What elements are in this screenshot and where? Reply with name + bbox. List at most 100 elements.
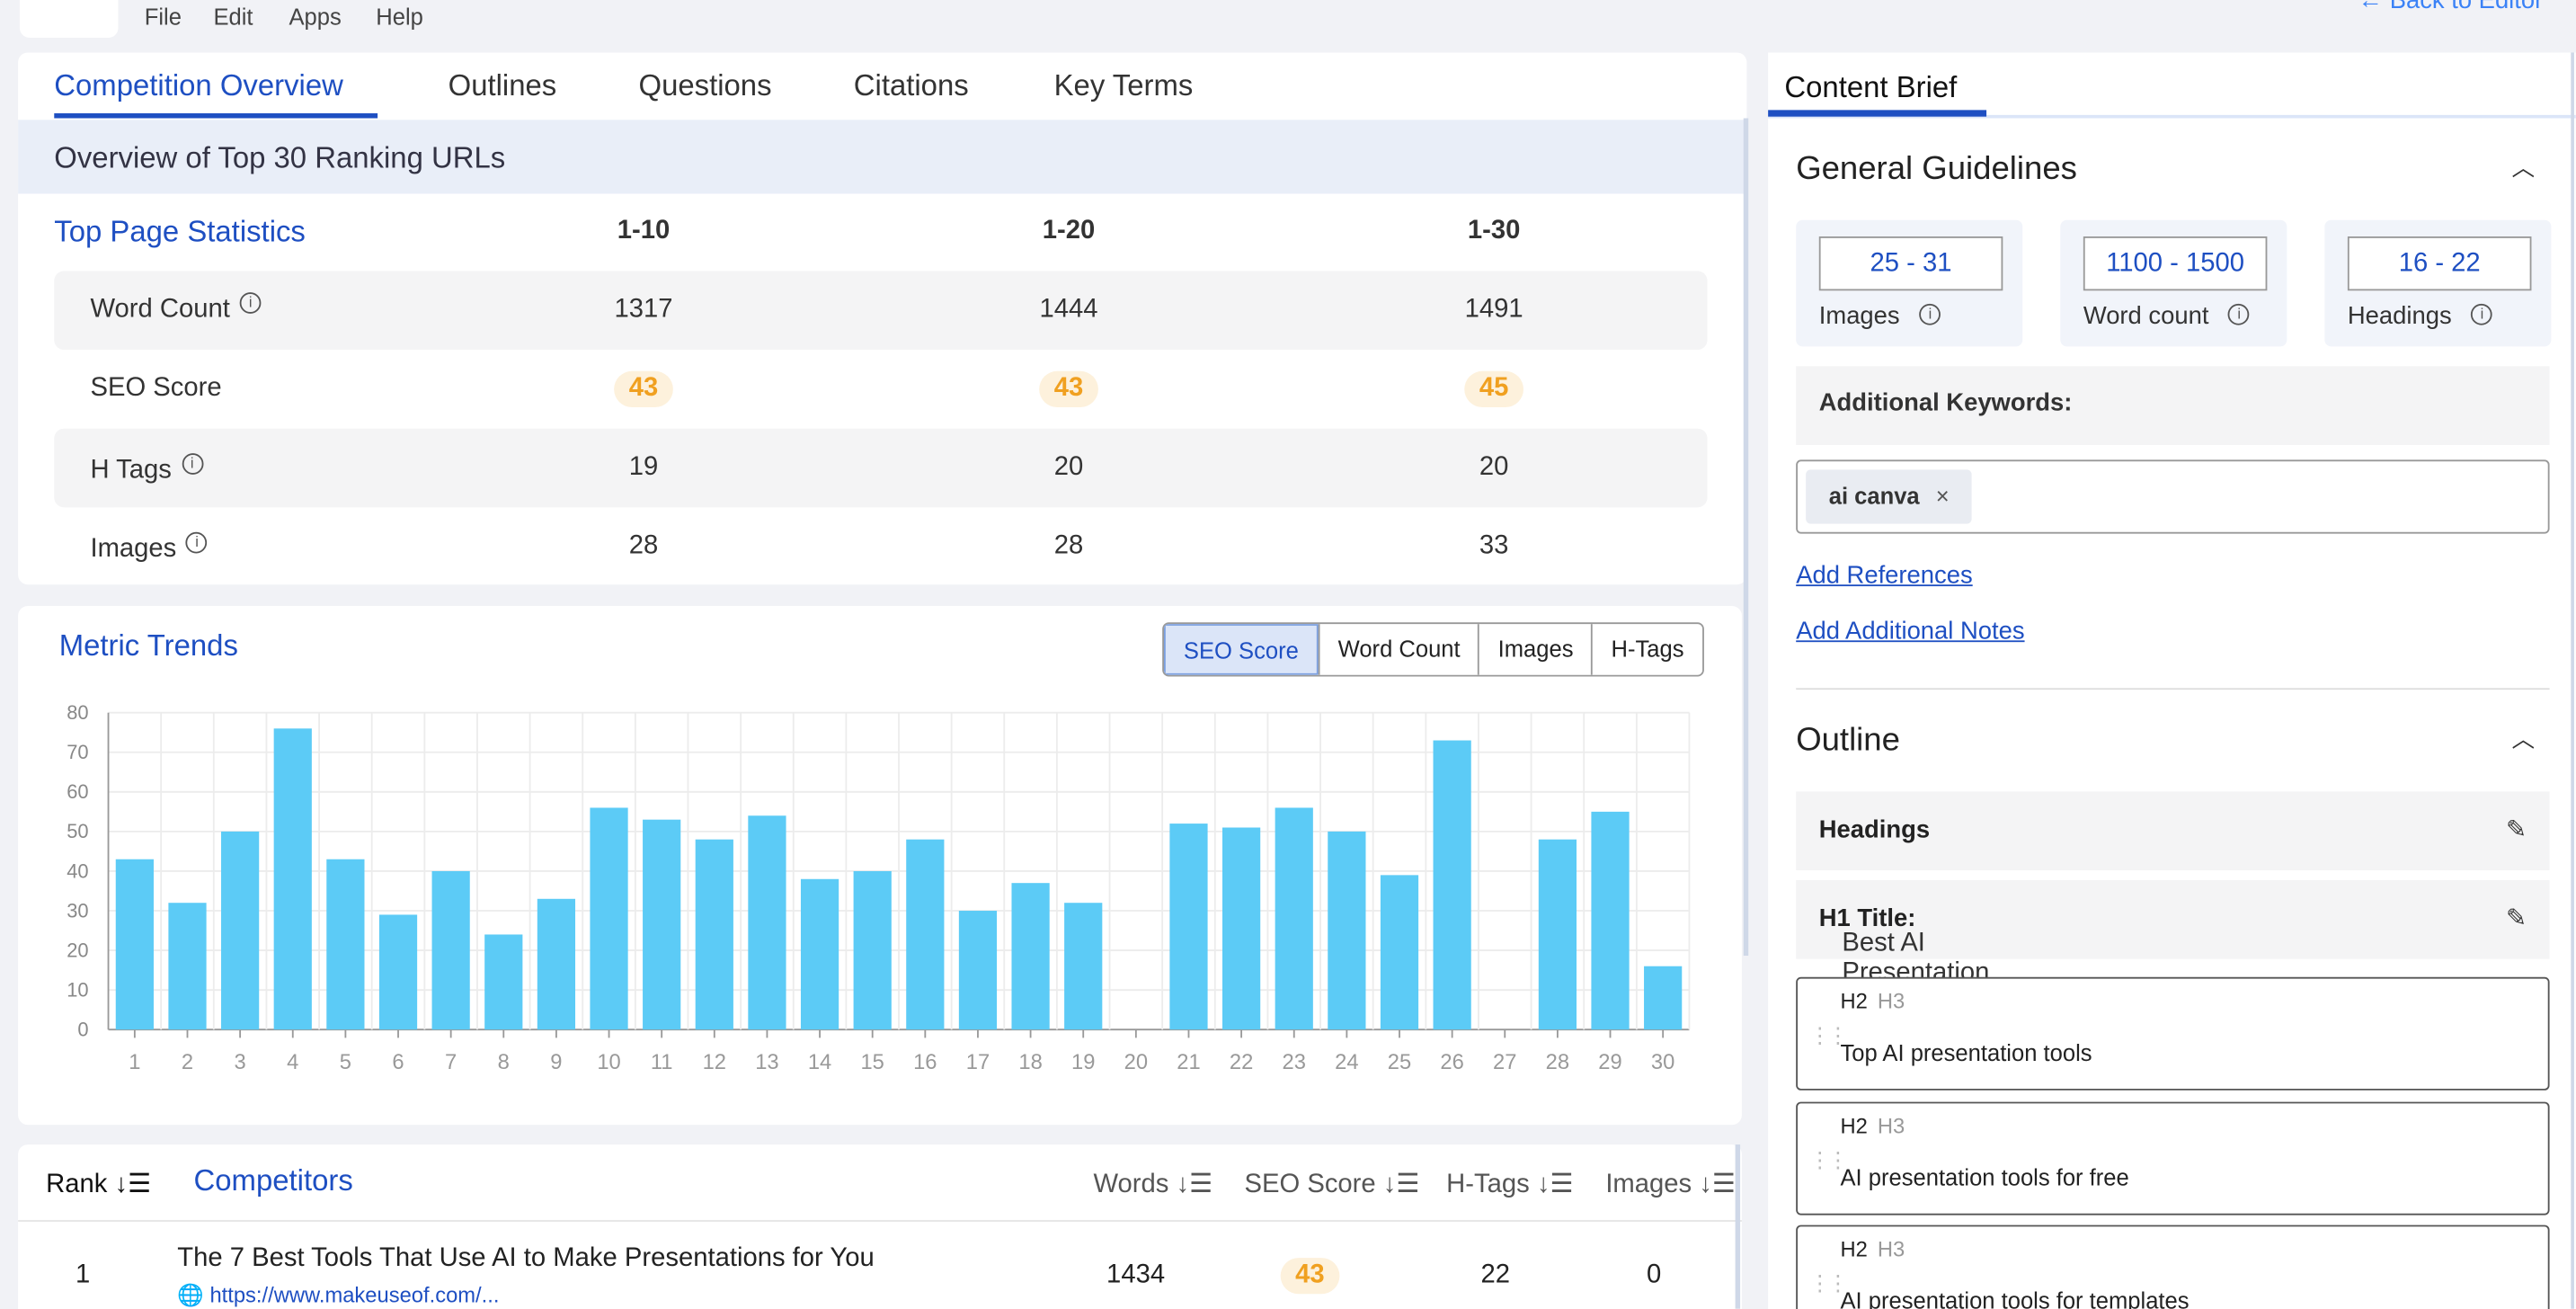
chart-bar bbox=[906, 839, 945, 1030]
info-icon[interactable]: i bbox=[181, 453, 203, 475]
x-tick-label: 14 bbox=[808, 1051, 831, 1074]
top-page-statistics-title: Top Page Statistics bbox=[54, 215, 306, 248]
chevron-up-icon[interactable]: ︿ bbox=[2511, 154, 2536, 181]
outline-heading-item[interactable]: ⋮⋮ H2 H3 AI presentation tools for templa… bbox=[1796, 1224, 2550, 1309]
tab-key-terms[interactable]: Key Terms bbox=[1053, 68, 1194, 102]
edit-icon[interactable]: ✎ bbox=[2506, 904, 2527, 933]
seo-score-badge: 43 bbox=[987, 370, 1151, 407]
guideline-word-count: 1100 - 1500 Word count i bbox=[2060, 219, 2287, 347]
guideline-label: Headings i bbox=[2348, 302, 2493, 330]
tab-citations[interactable]: Citations bbox=[853, 68, 969, 102]
x-tick-label: 26 bbox=[1440, 1051, 1463, 1074]
metric-button-word-count[interactable]: Word Count bbox=[1318, 624, 1479, 675]
drag-handle-icon[interactable]: ⋮⋮ bbox=[1808, 1147, 1849, 1173]
y-tick-label: 80 bbox=[67, 701, 88, 724]
keyword-chip: ai canva × bbox=[1806, 469, 1973, 524]
add-references-link[interactable]: Add References bbox=[1796, 561, 1973, 590]
images-sort-header[interactable]: Images ↓☰ bbox=[1605, 1171, 1737, 1199]
menu-help[interactable]: Help bbox=[376, 3, 423, 30]
info-icon[interactable]: i bbox=[2228, 303, 2251, 325]
x-tick-label: 4 bbox=[287, 1051, 298, 1074]
x-tick-label: 24 bbox=[1335, 1051, 1358, 1074]
y-tick-label: 0 bbox=[77, 1019, 88, 1041]
competitor-url[interactable]: 🌐 https://www.makeuseof.com/... bbox=[177, 1282, 500, 1307]
x-tick-label: 28 bbox=[1546, 1051, 1569, 1074]
edit-icon[interactable]: ✎ bbox=[2506, 815, 2527, 844]
metric-trends-title: Metric Trends bbox=[58, 628, 238, 663]
x-tick-label: 25 bbox=[1388, 1051, 1411, 1074]
app-logo[interactable] bbox=[19, 0, 119, 39]
h1-title-bar: H1 Title: Best AI Presentation Tools ✎ bbox=[1796, 880, 2550, 1017]
stat-label: SEO Score bbox=[90, 374, 222, 403]
x-tick-label: 19 bbox=[1071, 1051, 1095, 1074]
scrollbar[interactable] bbox=[1735, 1144, 1741, 1309]
chart-bar bbox=[1380, 875, 1419, 1030]
tab-content-brief[interactable]: Content Brief bbox=[1784, 70, 1958, 104]
chart-bar bbox=[1064, 903, 1103, 1030]
sort-icon: ↓☰ bbox=[1176, 1171, 1213, 1199]
add-additional-notes-link[interactable]: Add Additional Notes bbox=[1796, 617, 2025, 646]
column-header-1-10: 1-10 bbox=[617, 217, 671, 245]
seo-score-badge: 45 bbox=[1412, 370, 1577, 407]
menu-edit[interactable]: Edit bbox=[213, 3, 253, 30]
stat-row-seo-score: SEO Score 43 43 45 bbox=[54, 350, 1707, 429]
outline-heading-item[interactable]: ⋮⋮ H2 H3 AI presentation tools for free bbox=[1796, 1101, 2550, 1216]
competitor-title[interactable]: The 7 Best Tools That Use AI to Make Pre… bbox=[177, 1244, 875, 1273]
heading-text[interactable]: Top AI presentation tools bbox=[1840, 1039, 2092, 1066]
menu-apps[interactable]: Apps bbox=[289, 3, 342, 30]
chart-bar bbox=[431, 870, 470, 1030]
chevron-up-icon[interactable]: ︿ bbox=[2511, 726, 2536, 752]
guideline-label: Images i bbox=[1819, 302, 1941, 330]
x-tick-label: 3 bbox=[235, 1051, 246, 1074]
drag-handle-icon[interactable]: ⋮⋮ bbox=[1808, 1022, 1849, 1048]
y-tick-label: 10 bbox=[67, 978, 88, 1001]
words-sort-header[interactable]: Words ↓☰ bbox=[1093, 1171, 1213, 1199]
x-tick-label: 12 bbox=[703, 1051, 726, 1074]
drag-handle-icon[interactable]: ⋮⋮ bbox=[1808, 1270, 1849, 1296]
stat-label: H Tags i bbox=[90, 453, 203, 486]
heading-level-toggle[interactable]: H2 H3 bbox=[1840, 1113, 1905, 1138]
outline-heading-item[interactable]: ⋮⋮ H2 H3 Top AI presentation tools bbox=[1796, 976, 2550, 1091]
headings-bar: Headings ✎ bbox=[1796, 791, 2550, 871]
rank-sort-header[interactable]: Rank ↓☰ bbox=[46, 1171, 152, 1199]
heading-level-toggle[interactable]: H2 H3 bbox=[1840, 988, 1905, 1013]
x-tick-label: 8 bbox=[498, 1051, 510, 1074]
info-icon[interactable]: i bbox=[186, 531, 208, 554]
heading-level-toggle[interactable]: H2 H3 bbox=[1840, 1236, 1905, 1261]
info-icon[interactable]: i bbox=[239, 292, 262, 314]
content-brief-panel: Content Brief General Guidelines ︿ 25 - … bbox=[1768, 52, 2576, 1309]
stat-value: 28 bbox=[1053, 531, 1084, 560]
chart-bar bbox=[958, 911, 998, 1030]
scrollbar[interactable] bbox=[1743, 118, 1749, 957]
overview-band: Overview of Top 30 Ranking URLs bbox=[18, 120, 1747, 194]
guideline-images: 25 - 31 Images i bbox=[1796, 219, 2023, 347]
column-header-1-30: 1-30 bbox=[1467, 217, 1521, 245]
info-icon[interactable]: i bbox=[1919, 303, 1941, 325]
rank-cell: 1 bbox=[76, 1260, 91, 1289]
metric-button-seo-score[interactable]: SEO Score bbox=[1163, 624, 1319, 675]
tab-outlines[interactable]: Outlines bbox=[448, 68, 557, 102]
seo-score-sort-header[interactable]: SEO Score ↓☰ bbox=[1244, 1171, 1420, 1199]
scrollbar[interactable] bbox=[2571, 52, 2574, 1309]
stat-value: 1444 bbox=[1039, 295, 1098, 324]
heading-text[interactable]: AI presentation tools for templates bbox=[1840, 1287, 2190, 1309]
stat-value: 20 bbox=[1479, 453, 1509, 482]
keywords-input[interactable]: ai canva × bbox=[1796, 459, 2550, 534]
guideline-value: 16 - 22 bbox=[2347, 236, 2532, 291]
close-icon[interactable]: × bbox=[1935, 482, 1950, 510]
metric-toggle-group: SEO Score Word Count Images H-Tags bbox=[1162, 622, 1704, 677]
tab-questions[interactable]: Questions bbox=[638, 68, 772, 102]
chart-bar bbox=[273, 728, 312, 1030]
metric-button-h-tags[interactable]: H-Tags bbox=[1591, 624, 1702, 675]
words-cell: 1434 bbox=[1106, 1260, 1166, 1289]
back-to-editor-link[interactable]: ← Back to Editor bbox=[2358, 0, 2544, 15]
tab-competition-overview[interactable]: Competition Overview bbox=[54, 68, 343, 102]
chart-bar bbox=[1169, 824, 1208, 1030]
menu-file[interactable]: File bbox=[144, 3, 182, 30]
chart-bar bbox=[326, 859, 365, 1030]
h-tags-sort-header[interactable]: H-Tags ↓☰ bbox=[1446, 1171, 1574, 1199]
heading-text[interactable]: AI presentation tools for free bbox=[1840, 1163, 2129, 1191]
info-icon[interactable]: i bbox=[2471, 303, 2493, 325]
metric-button-images[interactable]: Images bbox=[1478, 624, 1592, 675]
x-tick-label: 15 bbox=[860, 1051, 884, 1074]
